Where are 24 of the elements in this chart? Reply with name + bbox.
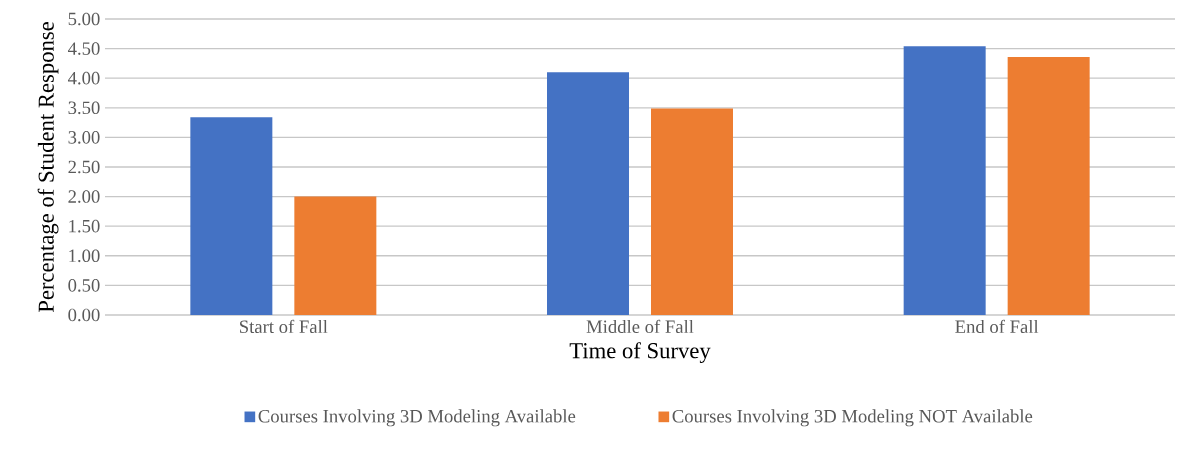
bar	[651, 108, 733, 315]
legend-label: Courses Involving 3D Modeling Available	[258, 409, 576, 427]
x-axis-title: Time of Survey	[569, 342, 711, 364]
x-tick-label: Start of Fall	[240, 319, 328, 334]
y-tick-label: 1.00	[69, 249, 100, 263]
y-tick-label: 4.00	[67, 71, 100, 85]
y-tick-label: 5.00	[68, 12, 100, 26]
bar	[547, 72, 630, 315]
y-tick-label: 1.50	[69, 219, 100, 233]
y-tick-label: 3.50	[68, 101, 100, 115]
y-tick-label: 0.50	[68, 279, 100, 292]
x-tick-label: Middle of Fall	[586, 319, 694, 334]
y-tick-label: 2.50	[68, 160, 100, 174]
legend-label: Courses Involving 3D Modeling NOT Available	[672, 409, 1033, 427]
bar	[190, 117, 273, 315]
y-tick-label: 0.00	[68, 308, 100, 322]
bar	[903, 46, 986, 315]
y-tick-label: 3.00	[68, 131, 100, 144]
y-tick-label: 2.00	[68, 190, 100, 203]
x-tick-label: End of Fall	[955, 319, 1039, 334]
bar	[294, 196, 377, 315]
y-axis-title: Percentage of Student Response	[37, 22, 59, 313]
bar	[1007, 56, 1090, 315]
y-tick-label: 4.50	[67, 42, 100, 55]
